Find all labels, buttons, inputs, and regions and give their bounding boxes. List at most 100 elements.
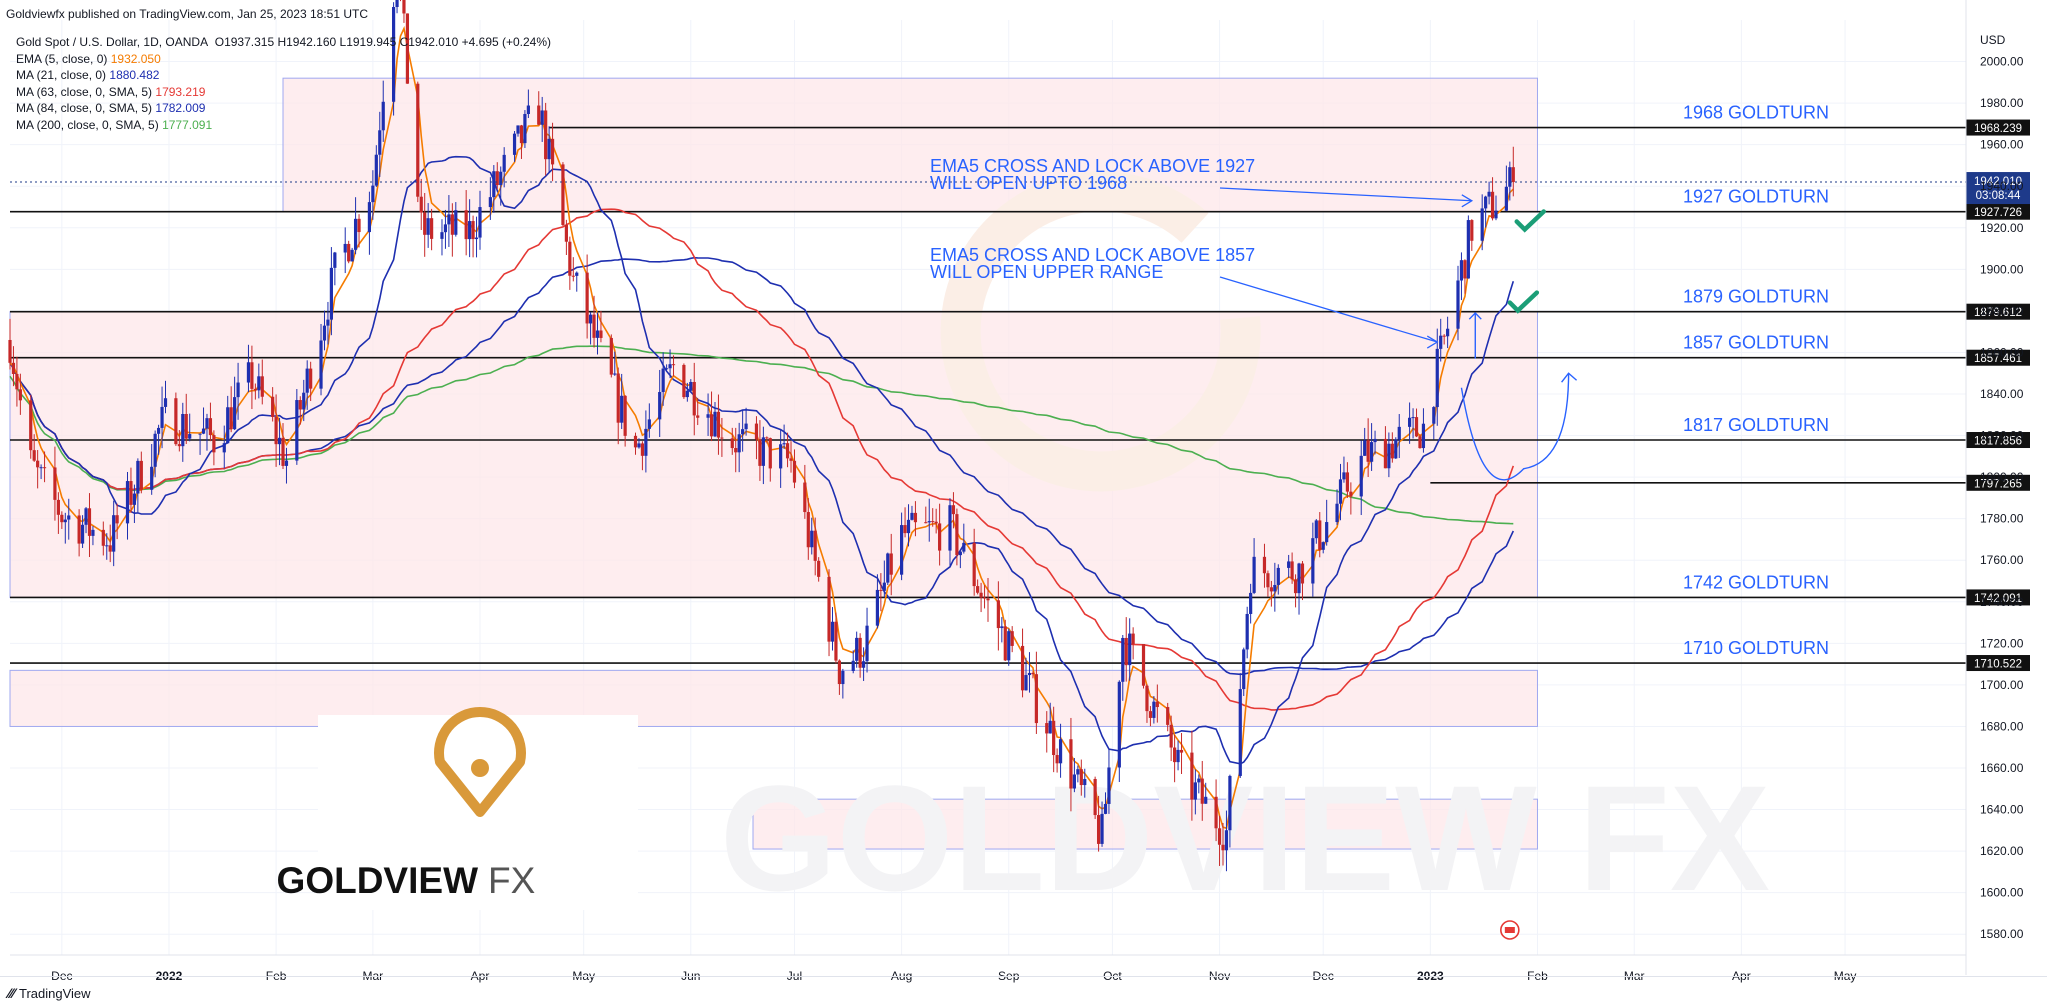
candle-body — [91, 529, 95, 536]
candle-body — [322, 325, 327, 341]
candle-body — [488, 197, 492, 208]
level-badge-text: 1710.522 — [1974, 659, 2022, 671]
candle-body — [212, 435, 216, 453]
candle-body — [671, 364, 676, 366]
projection-curve — [1460, 373, 1570, 481]
candle-body — [353, 218, 358, 250]
candle-body — [1269, 587, 1273, 592]
legend-indicator[interactable]: MA (84, close, 0, SMA, 5) 1782.009 — [16, 101, 206, 115]
candle-body — [1145, 685, 1149, 712]
candle-body — [623, 395, 627, 436]
annotation-arrow — [1219, 187, 1472, 202]
y-tick-label: 1680.00 — [1980, 719, 2024, 733]
candle-body — [972, 542, 976, 587]
y-tick-label: 1840.00 — [1980, 387, 2024, 401]
candle-body — [87, 508, 92, 536]
candle-body — [588, 314, 593, 324]
candle-body — [1128, 633, 1132, 666]
candle-body — [77, 515, 81, 544]
moving-averages — [9, 25, 1515, 830]
tradingview-logo-icon: ⁄⁄⁄ — [8, 985, 16, 1001]
candle-body — [1027, 672, 1032, 676]
level-badge-text: 1968.239 — [1974, 123, 2022, 135]
level-badge — [1966, 655, 2030, 672]
annotation-line2: WILL OPEN UPTO 1968 — [930, 173, 1127, 193]
candle-body — [858, 637, 862, 668]
candle-body — [246, 362, 251, 383]
y-tick-label: 1580.00 — [1980, 927, 2024, 941]
check-icon — [1507, 290, 1540, 314]
level-badge-text: 1927.726 — [1974, 207, 2022, 219]
candle-body — [471, 221, 475, 240]
candle-body — [250, 362, 254, 389]
candle-body — [879, 589, 883, 591]
candle-body — [36, 460, 40, 468]
candle-body — [1262, 556, 1267, 574]
y-tick-label: 1740.00 — [1980, 595, 2024, 609]
candle-body — [1266, 573, 1270, 588]
candle-body — [1221, 844, 1225, 851]
candle-body — [924, 522, 928, 524]
level-badge-text: 1742.091 — [1974, 593, 2022, 605]
level-badge — [1966, 589, 2030, 606]
candle-body — [519, 125, 524, 144]
candle-body — [1314, 520, 1318, 539]
candle-body — [1224, 830, 1229, 851]
candle-body — [1107, 767, 1111, 804]
candle-body — [1020, 645, 1025, 691]
legend-indicator[interactable]: MA (21, close, 0) 1880.482 — [16, 68, 160, 82]
y-tick-label: 1880.00 — [1980, 304, 2024, 318]
candle-body — [495, 171, 499, 186]
y-tick-label: 1960.00 — [1980, 138, 2024, 152]
published-text: Goldviewfx published on TradingView.com,… — [6, 7, 368, 21]
candle-body — [910, 512, 914, 520]
candle-body — [298, 400, 302, 410]
candle-body — [1245, 613, 1249, 650]
candle-body — [1131, 633, 1135, 644]
candle-body — [1034, 674, 1038, 724]
candle-body — [900, 525, 904, 575]
candle-body — [1007, 631, 1011, 661]
legend-indicator[interactable]: MA (200, close, 0, SMA, 5) 1777.091 — [16, 117, 213, 132]
candle-body — [42, 467, 47, 469]
candle-body — [1141, 643, 1146, 686]
candle-body — [129, 481, 133, 505]
candle-body — [1349, 491, 1353, 497]
candle-body — [1345, 472, 1350, 492]
up-arrowhead — [1468, 311, 1482, 320]
candle-body — [575, 272, 579, 276]
candle-body — [734, 448, 738, 453]
candle-body — [440, 232, 444, 239]
candle-body — [1390, 443, 1394, 459]
candle-body — [1394, 439, 1398, 459]
candle-body — [1494, 210, 1498, 219]
candle-body — [1076, 769, 1080, 775]
candle-body — [761, 437, 765, 466]
candle-body — [685, 390, 689, 398]
candle-body — [1487, 191, 1491, 197]
candle-body — [886, 553, 890, 583]
candle-body — [1511, 167, 1515, 183]
legend-indicator[interactable]: EMA (5, close, 0) 1932.050 — [16, 51, 161, 66]
level-label: 1710 GOLDTURN — [1683, 638, 1829, 658]
candle-body — [855, 637, 859, 661]
price-zone — [9, 669, 1538, 727]
ma21-line — [9, 155, 1515, 765]
candle-body — [295, 400, 299, 461]
tradingview-brand[interactable]: ⁄⁄⁄ TradingView — [8, 985, 91, 1001]
legend-indicator[interactable]: MA (63, close, 0, SMA, 5) 1793.219 — [16, 84, 206, 99]
candle-body — [1432, 407, 1436, 424]
candle-body — [1318, 520, 1322, 550]
y-tick-label: 1980.00 — [1980, 96, 2024, 110]
y-tick-label: 1720.00 — [1980, 636, 2024, 650]
candle-body — [665, 368, 669, 370]
y-tick-label: 1780.00 — [1980, 512, 2024, 526]
candle-body — [281, 437, 285, 466]
candle-body — [329, 267, 333, 320]
candle-body — [1439, 335, 1443, 349]
candle-body — [1373, 438, 1377, 443]
candle-body — [744, 423, 748, 430]
candle-body — [792, 460, 797, 483]
candle-body — [18, 389, 22, 401]
